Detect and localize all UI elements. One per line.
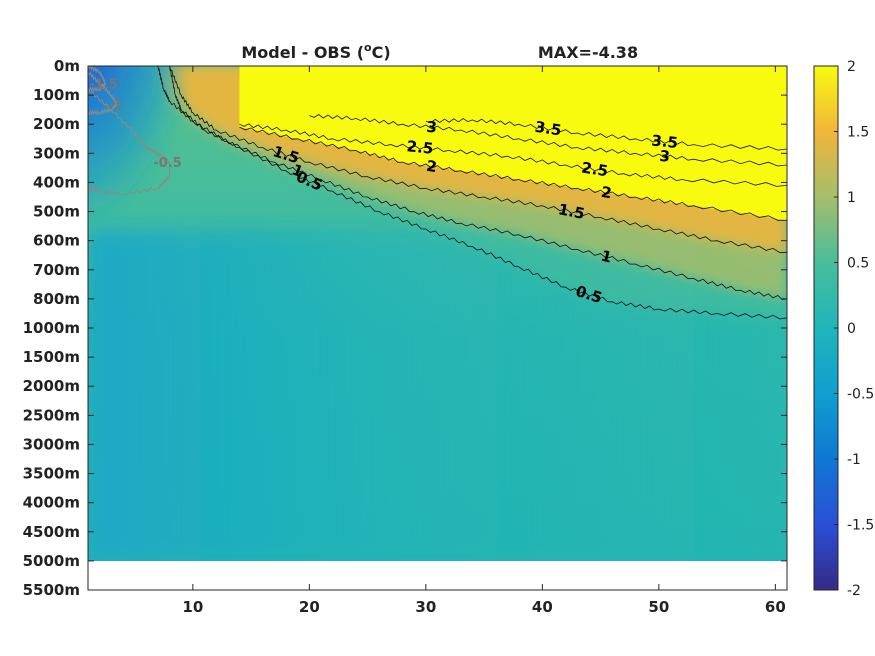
y-tick-label: 4500m <box>23 523 80 541</box>
colorbar-tick-label: -1.5 <box>847 518 874 534</box>
max-annotation: MAX=-4.38 <box>538 43 638 62</box>
contour-line-1 <box>157 66 787 301</box>
colorbar-tick-label: 1 <box>847 190 856 206</box>
colorbar: 2 1.5 1 0.5 0 -0.5 -1 -1.5 -2 <box>813 59 874 599</box>
colorbar-tick-label: -2 <box>847 583 861 599</box>
x-axis: 10 20 30 40 50 60 <box>182 66 786 616</box>
chart-title-main: Model - OBS ( <box>241 43 364 62</box>
y-tick-label: 400m <box>33 173 80 191</box>
contour-label: 3 <box>659 147 671 166</box>
contour-label: 2 <box>425 157 438 176</box>
y-tick-label: 5000m <box>23 552 80 570</box>
y-axis: 0m 100m 200m 300m 400m 500m 600m 700m 800m 1000m 1… <box>23 57 787 599</box>
colorbar-tick-label: -1 <box>847 452 861 468</box>
x-tick-label: 30 <box>415 598 436 616</box>
y-tick-label: 3500m <box>23 465 80 483</box>
contour-label: 2.5 <box>406 137 434 158</box>
chart-title-degree: o <box>364 41 372 54</box>
contour-label: 2 <box>600 183 613 202</box>
x-tick-label: 40 <box>532 598 553 616</box>
contour-line-2.5 <box>239 123 787 187</box>
contour-label: 1.5 <box>557 200 587 223</box>
y-tick-label: 5500m <box>23 581 80 599</box>
contour-label: 1 <box>599 247 613 267</box>
colorbar-tick-label: -0.5 <box>847 387 874 403</box>
negative-contour-line <box>88 66 107 93</box>
contour-label: 2.5 <box>580 158 609 180</box>
no-data-region <box>88 561 787 590</box>
y-tick-label: 300m <box>33 144 80 162</box>
colorbar-tick-label: 2 <box>847 59 856 75</box>
contour-line-2 <box>239 126 787 221</box>
y-tick-label: 1000m <box>23 319 80 337</box>
contour-line-3.5 <box>425 118 787 151</box>
chart-title: Model - OBS (oC) <box>241 41 390 62</box>
y-tick-label: 100m <box>33 86 80 104</box>
contour-label: 3.5 <box>651 131 679 152</box>
y-tick-label: 2500m <box>23 406 80 424</box>
chart-title-unit: C) <box>372 43 391 62</box>
contour-label: 3 <box>426 118 438 137</box>
contour-line-1.5 <box>169 66 787 254</box>
y-tick-label: 2000m <box>23 377 80 395</box>
negative-contour-label: -0.5 <box>153 156 181 171</box>
y-tick-label: 800m <box>33 290 80 308</box>
x-tick-label: 20 <box>299 598 320 616</box>
x-tick-label: 10 <box>182 598 203 616</box>
negative-contour-line <box>88 89 171 197</box>
colorbar-tick-label: 0.5 <box>847 256 869 272</box>
y-tick-label: 600m <box>33 232 80 250</box>
colorbar-tick-label: 1.5 <box>847 125 869 141</box>
warm-core-region <box>239 66 787 221</box>
negative-contour-label: -1 <box>108 98 122 113</box>
y-tick-label: 4000m <box>23 494 80 512</box>
y-tick-label: 200m <box>33 115 80 133</box>
x-tick-label: 60 <box>765 598 786 616</box>
y-tick-label: 1500m <box>23 348 80 366</box>
contour-label: 3.5 <box>534 118 563 140</box>
colorbar-tick-label: 0 <box>847 321 856 337</box>
x-tick-label: 50 <box>648 598 669 616</box>
y-tick-label: 3000m <box>23 435 80 453</box>
negative-contour-line <box>88 71 118 116</box>
negative-contour-label: -1.5 <box>89 77 117 92</box>
y-tick-label: 700m <box>33 261 80 279</box>
contour-line-3 <box>309 114 787 167</box>
y-tick-label: 500m <box>33 203 80 221</box>
y-tick-label: 0m <box>54 57 80 75</box>
